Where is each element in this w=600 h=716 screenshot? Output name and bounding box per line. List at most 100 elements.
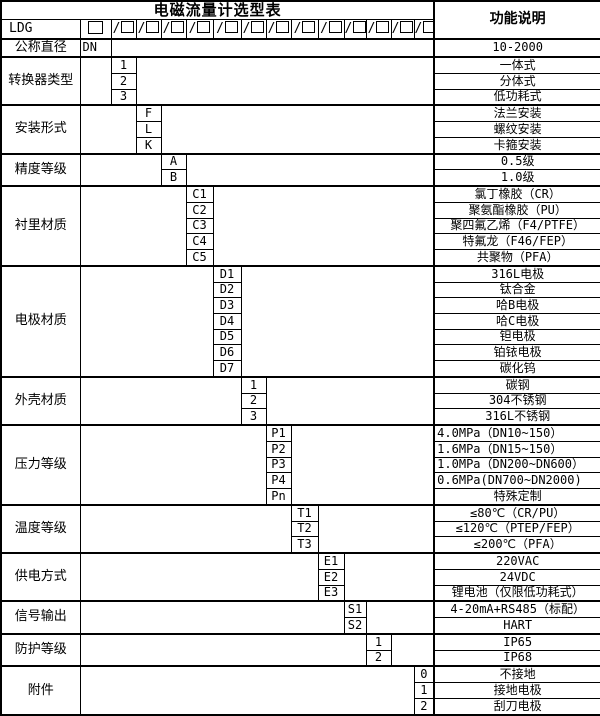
row-housing-material: 3 316L不锈钢	[1, 408, 600, 426]
option-code: E3	[317, 584, 345, 602]
model-prefix: LDG	[0, 18, 81, 40]
option-code: S1	[343, 600, 367, 619]
slash-separator: /	[162, 21, 171, 37]
code-slot-3: /	[160, 18, 187, 40]
option-code: E2	[317, 568, 345, 586]
field-label-installation-type: 安装形式	[0, 104, 81, 155]
option-code: D6	[212, 344, 242, 362]
code-box-icon	[376, 21, 390, 34]
field-label-liner-material: 衬里材质	[0, 185, 81, 267]
code-slot-13: /	[413, 18, 435, 40]
option-desc: 4-20mA+RS485（标配）	[433, 600, 600, 619]
title-row: 电磁流量计选型表 功能说明	[0, 0, 600, 40]
option-desc: 法兰安装	[433, 104, 600, 123]
option-code: 1	[240, 375, 267, 394]
row-converter-type: 2 分体式	[1, 72, 600, 90]
field-label-nominal-diameter: 公称直径	[0, 37, 81, 58]
option-desc: 卡箍安装	[433, 136, 600, 155]
code-box-icon	[224, 21, 238, 34]
spacer-cell	[79, 152, 162, 187]
code-box-icon	[251, 21, 265, 34]
spacer-cell	[79, 375, 242, 426]
code-slot-4: /	[185, 18, 214, 40]
spacer-cell	[390, 632, 435, 667]
slash-separator: /	[367, 21, 376, 37]
option-desc: 316L电极	[433, 264, 600, 283]
code-slot-10: /	[343, 18, 367, 40]
row-signal-output: 信号输出 S1 4-20mA+RS485（标配）	[0, 600, 600, 635]
spacer-cell	[135, 56, 435, 106]
option-code: 1	[110, 56, 137, 74]
spacer-cell	[79, 424, 267, 506]
function-column-header: 功能说明	[433, 0, 600, 40]
slash-separator: /	[267, 21, 276, 37]
field-label-signal-output: 信号输出	[0, 600, 81, 635]
spacer-cell	[79, 503, 292, 554]
option-code: C5	[185, 248, 214, 267]
code-box-icon	[88, 21, 103, 35]
slash-separator: /	[414, 21, 423, 37]
option-code: 3	[110, 88, 137, 106]
code-box-icon	[146, 21, 160, 34]
row-converter-type: 转换器类型 1 一体式	[0, 56, 600, 106]
code-box-icon	[171, 21, 185, 34]
option-desc: 共聚物（PFA）	[433, 248, 600, 267]
option-desc: 铂铱电极	[433, 344, 600, 362]
code-slot-8: /	[290, 18, 319, 40]
code-slot-9: /	[317, 18, 345, 40]
row-accessories: 2 刮刀电极	[1, 697, 600, 716]
spacer-cell	[79, 56, 112, 106]
field-label-accessories: 附件	[0, 665, 81, 716]
field-label-electrode-material: 电极材质	[0, 264, 81, 378]
option-code: 2	[110, 72, 137, 90]
row-converter-type: 3 低功耗式	[1, 88, 600, 106]
slash-separator: /	[391, 21, 400, 37]
option-desc: 螺纹安装	[433, 121, 600, 138]
row-electrode-material: D7 碳化钨	[1, 360, 600, 378]
code-slot-5: /	[212, 18, 242, 40]
option-desc: 碳化钨	[433, 360, 600, 378]
option-desc: HART	[433, 617, 600, 635]
option-code: B	[160, 169, 187, 187]
option-code: D2	[212, 281, 242, 299]
option-code: 3	[240, 408, 267, 426]
option-desc: 碳钢	[433, 375, 600, 394]
row-installation-type: 安装形式 F 法兰安装	[0, 104, 600, 155]
spacer-cell	[79, 632, 367, 667]
spacer-cell	[79, 264, 214, 378]
field-label-temperature-rating: 温度等级	[0, 503, 81, 554]
option-code: 1	[413, 682, 435, 699]
row-pressure-rating: P3 1.0MPa（DN200~DN600）	[1, 456, 600, 474]
option-desc: 低功耗式	[433, 88, 600, 106]
row-liner-material: C5 共聚物（PFA）	[1, 248, 600, 267]
code-box-icon	[400, 21, 413, 34]
slash-separator: /	[293, 21, 302, 37]
field-label-pressure-rating: 压力等级	[0, 424, 81, 506]
option-desc: 1.0MPa（DN200~DN600）	[433, 456, 600, 474]
spacer-cell	[290, 424, 435, 506]
field-label-power-supply: 供电方式	[0, 552, 81, 602]
option-desc: 刮刀电极	[433, 697, 600, 716]
spacer-cell	[265, 375, 435, 426]
slash-separator: /	[188, 21, 197, 37]
option-desc: IP68	[433, 649, 600, 667]
option-desc: 1.0级	[433, 169, 600, 187]
row-electrode-material: 电极材质 D1 316L电极	[0, 264, 600, 378]
row-temperature-rating: 温度等级 T1 ≤80℃（CR/PU）	[0, 503, 600, 554]
option-code: DN	[79, 37, 112, 58]
code-box-icon	[302, 21, 316, 34]
code-slot-dn	[79, 18, 112, 40]
option-desc: 聚氨酯橡胶（PU）	[433, 201, 600, 219]
code-box-icon	[121, 21, 135, 34]
option-desc: 分体式	[433, 72, 600, 90]
spacer-cell	[79, 665, 415, 716]
spacer-cell	[79, 104, 137, 155]
option-code: A	[160, 152, 187, 171]
row-housing-material: 外壳材质 1 碳钢	[0, 375, 600, 426]
slash-separator: /	[344, 21, 353, 37]
spacer-cell	[365, 600, 435, 635]
row-liner-material: C4 特氟龙（F46/FEP）	[1, 233, 600, 250]
option-code: C2	[185, 201, 214, 219]
row-temperature-rating: T3 ≤200℃（PFA）	[1, 536, 600, 554]
row-pressure-rating: 压力等级 P1 4.0MPa（DN10~150）	[0, 424, 600, 506]
